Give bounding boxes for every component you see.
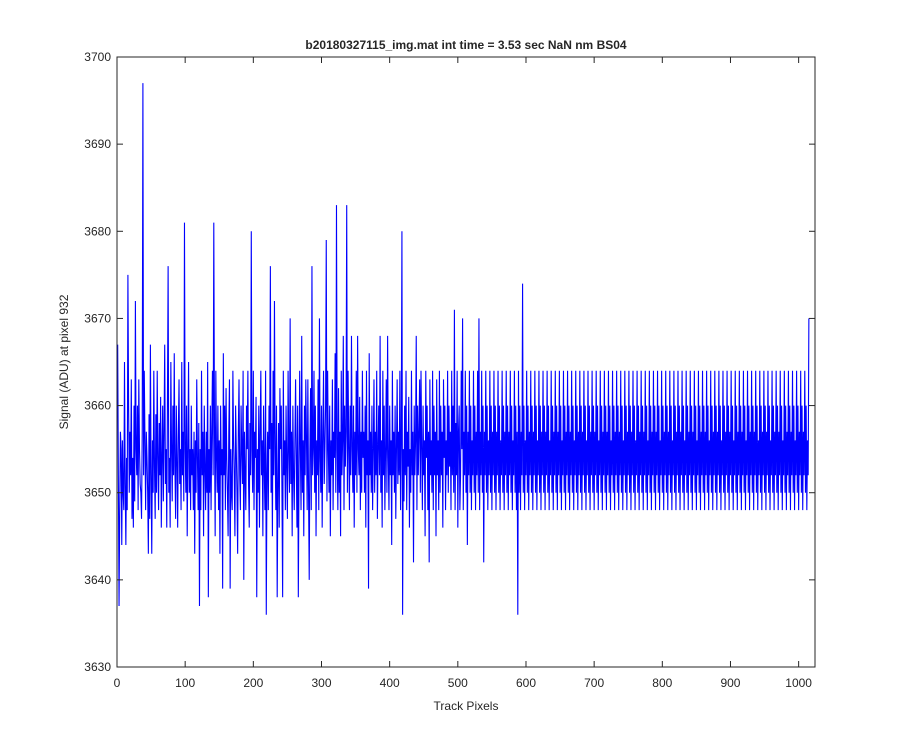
y-tick-label: 3630 xyxy=(84,660,111,674)
plot-area xyxy=(117,57,815,667)
y-tick-label: 3660 xyxy=(84,399,111,413)
series-line-0 xyxy=(117,83,810,615)
y-tick-label: 3670 xyxy=(84,311,111,325)
y-tick-label: 3650 xyxy=(84,486,111,500)
x-tick-label: 500 xyxy=(448,676,468,690)
x-tick-label: 800 xyxy=(652,676,672,690)
chart-title: b20180327115_img.mat int time = 3.53 sec… xyxy=(305,38,627,52)
x-tick-label: 700 xyxy=(584,676,604,690)
x-tick-label: 0 xyxy=(114,676,121,690)
y-tick-label: 3700 xyxy=(84,50,111,64)
plot-frame xyxy=(116,56,816,668)
x-tick-label: 200 xyxy=(243,676,263,690)
x-axis-label: Track Pixels xyxy=(434,699,499,713)
y-tick-label: 3640 xyxy=(84,573,111,587)
series-group xyxy=(117,83,810,615)
y-tick-label: 3680 xyxy=(84,224,111,238)
x-tick-label: 600 xyxy=(516,676,536,690)
x-tick-label: 300 xyxy=(311,676,331,690)
y-axis-ticks: 3630 3640 3650 3660 3670 3680 3690 3700 xyxy=(84,50,815,674)
x-tick-label: 1000 xyxy=(785,676,812,690)
x-axis-ticks: 0 100 200 300 400 500 600 700 800 900 1000 xyxy=(114,57,812,690)
x-tick-label: 100 xyxy=(175,676,195,690)
x-tick-label: 900 xyxy=(720,676,740,690)
y-axis-label: Signal (ADU) at pixel 932 xyxy=(57,294,71,429)
y-tick-label: 3690 xyxy=(84,137,111,151)
x-tick-label: 400 xyxy=(380,676,400,690)
